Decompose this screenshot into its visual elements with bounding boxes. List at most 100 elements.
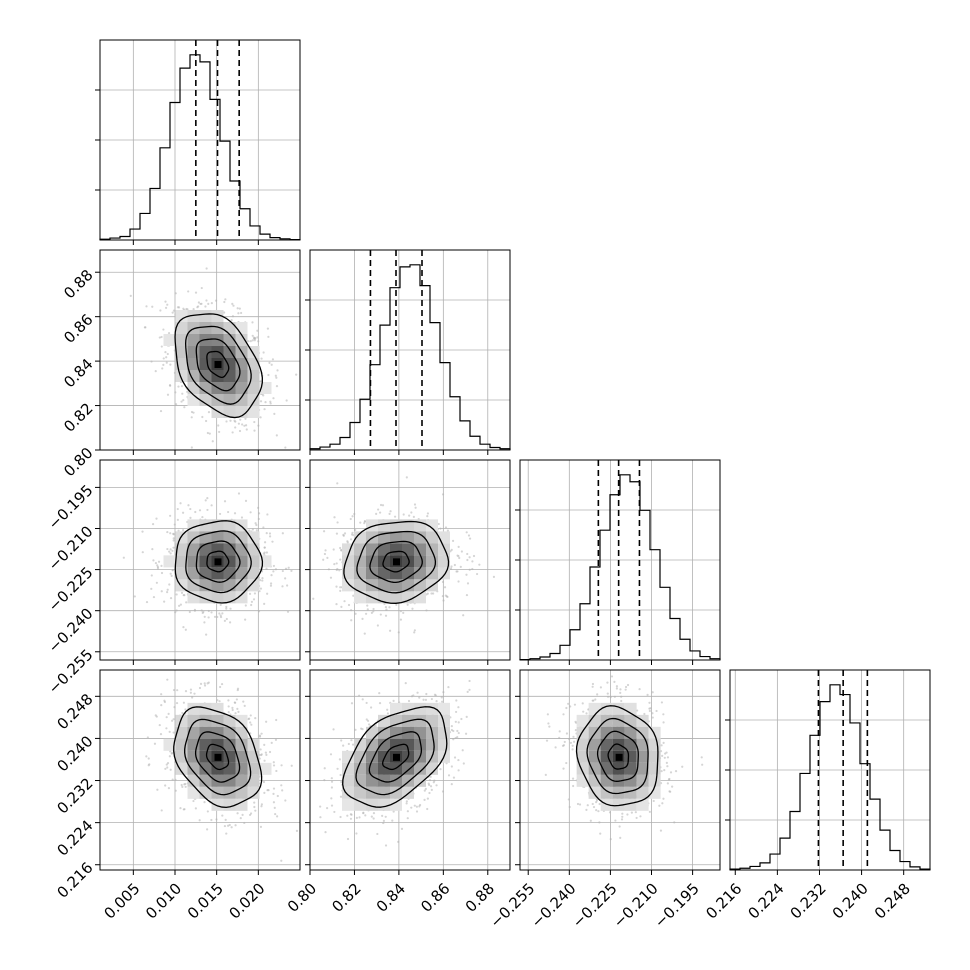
scatter-point [263,408,266,411]
scatter-point [243,704,246,708]
scatter-point [492,575,496,579]
density-cell [378,543,390,556]
scatter-point [164,767,167,770]
density-cell [438,738,450,751]
density-cell [175,310,188,322]
contour-line [342,706,448,808]
scatter-point [455,699,458,702]
scatter-point [249,721,252,724]
scatter-point [352,534,355,537]
density-cell [187,555,200,568]
density-cell [223,798,236,811]
scatter-point [266,592,269,595]
scatter-point [370,815,373,818]
scatter-point [156,567,160,570]
density-cell [235,786,248,799]
scatter-point [236,812,239,815]
scatter-point [151,305,154,308]
scatter-point [329,576,333,579]
scatter-point [166,303,169,306]
density-cell [223,531,236,544]
scatter-point [259,825,263,828]
scatter-point [429,785,433,788]
scatter-point [261,576,264,580]
scatter-point [351,531,354,534]
scatter-point [151,523,155,526]
scatter-point [151,548,154,551]
density-cell [199,370,212,382]
scatter-point [393,515,397,518]
scatter-point [174,778,177,781]
scatter-point [166,530,169,534]
scatter-point [264,401,267,404]
scatter-point [206,828,209,831]
scatter-point [263,541,267,544]
density-cell [223,555,236,568]
density-cell [211,531,224,544]
scatter-point [162,357,165,360]
scatter-point [254,717,257,720]
scatter-point [351,743,355,746]
scatter-point [263,759,266,762]
scatter-point [241,813,244,816]
density-cell [187,346,200,358]
density-cell [223,786,236,799]
scatter-point [227,710,230,714]
scatter-point [262,394,265,397]
scatter-point [155,517,158,520]
density-cell [438,555,450,568]
scatter-point [441,580,445,584]
scatter-point [261,579,264,582]
scatter-point [228,823,231,827]
contour-line [382,550,410,573]
scatter-point [162,363,165,366]
density-cell [199,726,212,739]
scatter-point [229,419,232,422]
scatter-point [218,512,222,516]
scatter-point [248,813,252,817]
scatter-point [206,682,209,685]
scatter-point [169,548,172,551]
scatter-point [168,755,171,758]
scatter-point [237,422,240,425]
scatter-point [257,517,260,521]
density-cell [378,567,390,580]
scatter-point [326,556,329,559]
density-cell [414,774,426,787]
scatter-panel-1-0 [95,249,301,455]
scatter-point [416,691,419,694]
histogram-panel-3 [725,669,931,875]
density-cell [378,519,390,532]
scatter-point [171,569,174,572]
scatter-point [258,734,262,737]
scatter-point [425,692,428,696]
scatter-point [284,577,287,580]
scatter-point [444,526,448,529]
density-cell [187,786,200,799]
scatter-point [415,805,418,808]
scatter-point [281,585,284,588]
scatter-point [167,712,170,716]
scatter-point [160,564,163,567]
scatter-point [208,432,211,435]
contour-line [184,325,252,405]
scatter-point [336,767,339,770]
scatter-point [262,780,266,784]
scatter-point [353,512,356,516]
scatter-point [359,521,362,524]
density-cell [414,726,426,739]
scatter-point [235,698,238,701]
scatter-point [166,766,169,769]
density-cell [199,346,212,358]
density-cell [163,738,176,751]
scatter-point [174,292,177,295]
scatter-point [160,571,164,575]
scatter-point [450,548,453,551]
scatter-point [171,751,174,755]
scatter-point [272,564,276,568]
scatter-point [218,685,222,689]
density-cell [247,406,260,418]
scatter-point [329,753,333,756]
contour-line [174,520,264,604]
scatter-point [167,787,171,790]
